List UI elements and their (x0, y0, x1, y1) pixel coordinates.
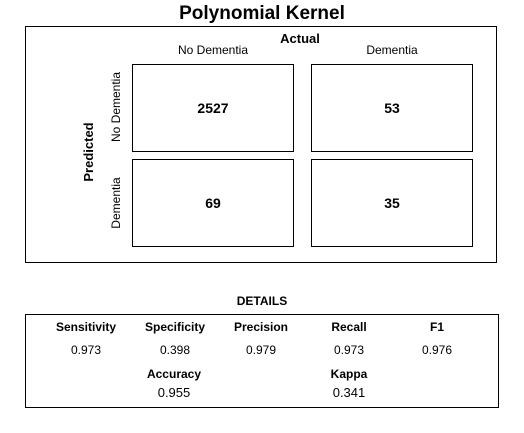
column-label-no-dementia: No Dementia (177, 43, 249, 57)
matrix-cell-value: 2527 (197, 100, 229, 116)
details-frame (25, 314, 499, 408)
metric-value-kappa: 0.341 (332, 385, 366, 400)
metric-name-f1: F1 (429, 320, 444, 334)
row-label-dementia: Dementia (109, 177, 123, 229)
matrix-cell-true-negative: 2527 (132, 64, 294, 152)
metric-name-precision: Precision (233, 320, 289, 334)
column-label-dementia: Dementia (366, 43, 418, 57)
metric-value-specificity: 0.398 (159, 343, 191, 357)
actual-axis-label: Actual (280, 31, 320, 46)
metric-value-accuracy: 0.955 (157, 385, 191, 400)
metric-value-f1: 0.976 (421, 343, 453, 357)
metric-value-sensitivity: 0.973 (70, 343, 102, 357)
metric-name-sensitivity: Sensitivity (55, 320, 117, 334)
matrix-cell-value: 35 (384, 195, 400, 211)
details-title: DETAILS (236, 294, 288, 308)
matrix-cell-false-negative: 53 (311, 64, 473, 152)
predicted-axis-label: Predicted (81, 122, 96, 182)
metric-value-precision: 0.979 (245, 343, 277, 357)
metric-name-kappa: Kappa (330, 367, 368, 381)
matrix-cell-true-positive: 35 (311, 159, 473, 247)
metric-name-specificity: Specificity (144, 320, 206, 334)
metric-value-recall: 0.973 (333, 343, 365, 357)
matrix-cell-false-positive: 69 (132, 159, 294, 247)
chart-title: Polynomial Kernel (179, 3, 345, 24)
confusion-matrix-frame (25, 26, 497, 263)
matrix-cell-value: 53 (384, 100, 400, 116)
metric-name-accuracy: Accuracy (146, 367, 202, 381)
metric-name-recall: Recall (331, 320, 367, 334)
matrix-cell-value: 69 (205, 195, 221, 211)
